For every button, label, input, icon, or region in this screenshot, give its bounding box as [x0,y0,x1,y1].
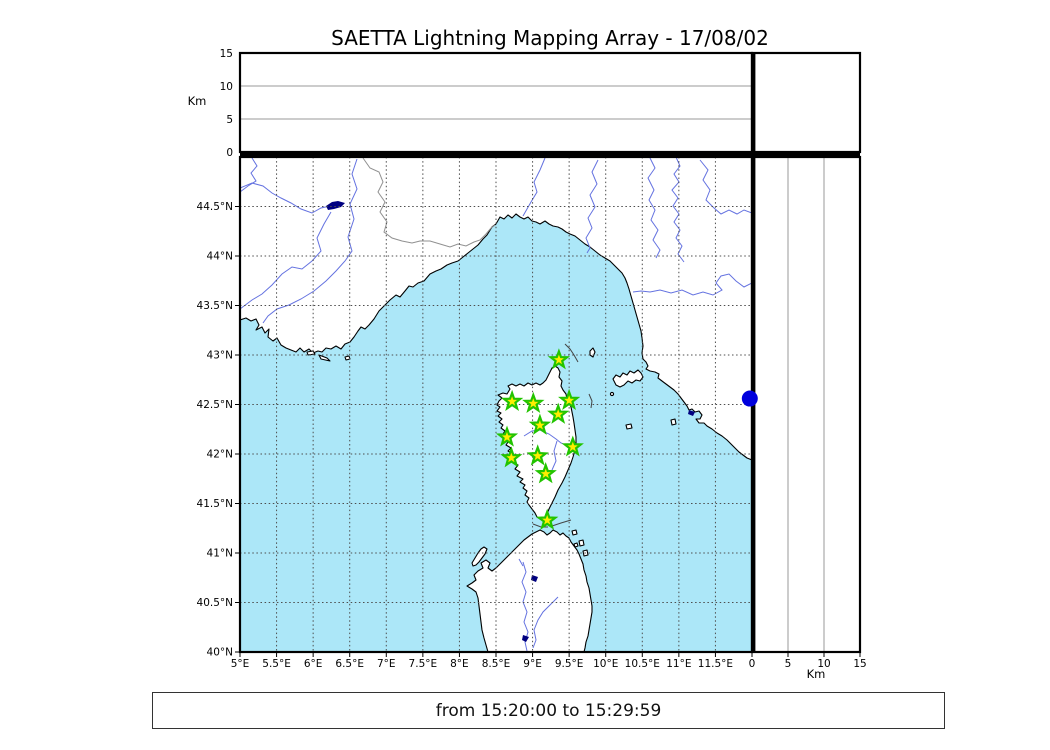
lake-serre-poncon [326,201,345,210]
axis-ticks [235,206,861,657]
country-border [362,157,496,248]
station-marker [500,389,524,412]
lat-tick-label: 42°N [207,449,233,461]
map-region [240,157,752,652]
corner-panel [750,51,862,154]
lon-tick-label: 6.5°E [335,658,364,670]
lon-tick-label: 5°E [231,658,250,670]
map-gridlines [240,157,752,652]
altitude-tick-label-left: 5 [226,114,233,126]
lat-tick-label: 40°N [207,647,233,659]
station-markers [495,348,584,530]
station-marker [522,391,545,414]
lon-tick-label: 7.5°E [409,658,438,670]
altitude-tick-label-bottom: 0 [749,658,756,670]
lagoon-orbetello [688,410,695,416]
station-marker [547,348,571,370]
lat-tick-label: 42.5°N [197,399,233,411]
altitude-tick-label-left: 15 [220,48,233,60]
altitude-tick-label-bottom: 15 [853,658,866,670]
lon-tick-label: 5.5°E [262,658,291,670]
altitude-tick-label-left: 0 [226,147,233,159]
lon-tick-label: 8.5°E [482,658,511,670]
station-marker [536,508,559,530]
altitude-tick-label-bottom: 5 [785,658,792,670]
lon-tick-label: 7°E [377,658,396,670]
lon-tick-label: 8°E [450,658,469,670]
station-marker [561,435,584,457]
station-marker [500,446,523,468]
time-range-label: from 15:20:00 to 15:29:59 [435,700,662,721]
station-marker [495,425,519,447]
lat-tick-label: 40.5°N [197,597,233,609]
sardinia-coast [466,529,593,652]
altitude-lon-panel [238,51,754,154]
pianosa-island [625,423,633,430]
lon-tick-label: 10.5°E [625,658,660,670]
lon-tick-label: 6°E [304,658,323,670]
time-range-box: from 15:20:00 to 15:29:59 [152,692,945,729]
station-marker [558,388,581,411]
axis-tick-labels: 5°E 5.5°E 6°E 6.5°E 7°E 7.5°E 8°E 8.5°E 9°E 9.5°E… [197,48,867,670]
sardinia-lake-2 [522,635,529,642]
station-marker [547,402,570,424]
station-marker [534,462,557,484]
lon-tick-label: 11°E [666,658,691,670]
lat-tick-label: 44.5°N [197,201,233,213]
lon-tick-label: 9°E [523,658,542,670]
station-marker [528,413,552,435]
lat-tick-label: 43.5°N [197,300,233,312]
lon-tick-label: 10°E [593,658,618,670]
highlight-dot [741,390,758,407]
lat-tick-label: 43°N [207,350,233,362]
lakes [326,201,695,642]
page-title: SAETTA Lightning Mapping Array - 17/08/0… [331,26,769,50]
lat-tick-label: 41°N [207,548,233,560]
altitude-tick-label-bottom: 10 [817,658,830,670]
highlight-dot-layer [741,390,758,407]
sea-route-lines [532,343,593,528]
lat-tick-label: 44°N [207,251,233,263]
altitude-axis-unit-bottom: Km [807,667,826,681]
small-island [609,391,615,397]
giglio-island [670,418,677,426]
altitude-axis-unit-left: Km [188,94,207,108]
maddalena-islands [571,529,589,557]
panel-gridlines [240,85,825,652]
mainland-coast [240,157,752,461]
lon-tick-label: 9.5°E [555,658,584,670]
station-marker [526,444,549,466]
altitude-lat-panel [750,155,862,654]
lon-tick-label: 11.5°E [698,658,733,670]
asinara-island [471,546,488,567]
altitude-tick-label-left: 10 [220,81,233,93]
lat-tick-label: 41.5°N [197,498,233,510]
